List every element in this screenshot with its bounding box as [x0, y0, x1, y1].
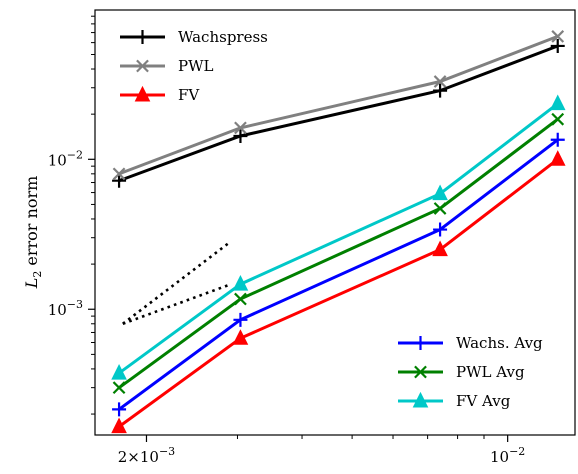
series-line-pwl-avg	[118, 118, 559, 389]
data-point-pwl	[433, 75, 447, 88]
data-point-fv	[549, 150, 566, 166]
data-point-pwl	[234, 121, 247, 135]
legend-label: FV	[178, 86, 200, 104]
data-point-pwl-avg	[234, 292, 247, 306]
data-point-fv	[111, 417, 127, 434]
tick-labels: 2×10−3 10−2 10−2 10−3	[48, 148, 526, 466]
legend-upper-left: Wachspress PWL FV	[120, 28, 268, 104]
y-axis-label-symbol: L	[22, 278, 41, 290]
data-point-fv	[232, 329, 249, 345]
legend-label: FV Avg	[456, 392, 511, 410]
series-line-wachs-avg	[118, 138, 559, 411]
reference-slope-line-2	[122, 283, 231, 325]
data-point-wachspress	[433, 83, 448, 98]
data-point-wachs-avg	[550, 132, 565, 147]
plot-frame	[94, 9, 576, 436]
y-axis-label-rest: error norm	[22, 176, 41, 271]
x-tick-label: 10−2	[490, 445, 525, 466]
y-tick-label: 10−3	[48, 298, 83, 319]
series-line-fv-avg	[118, 102, 559, 375]
data-point-pwl-avg	[433, 202, 447, 215]
data-point-wachspress	[233, 129, 248, 144]
data-point-fv-avg	[232, 275, 249, 291]
data-point-fv	[432, 240, 448, 257]
data-point-pwl	[551, 30, 565, 43]
x-tick-label: 2×10−3	[118, 445, 175, 466]
major-ticks	[88, 158, 509, 442]
minor-ticks	[91, 15, 485, 439]
data-point-wachs-avg	[112, 402, 127, 417]
data-point-pwl	[112, 167, 126, 181]
legend-lower-right: Wachs. Avg PWL Avg FV Avg	[398, 334, 543, 410]
data-point-wachs-avg	[233, 312, 248, 327]
series-line-fv	[118, 158, 559, 428]
data-point-fv-avg	[111, 364, 127, 380]
y-axis-label-subscript: 2	[31, 271, 44, 278]
data-point-fv-avg	[549, 94, 566, 111]
legend-label: Wachs. Avg	[456, 334, 543, 352]
legend-swatch-marker	[135, 30, 150, 44]
legend-label: PWL Avg	[456, 363, 525, 381]
y-tick-label: 10−2	[48, 148, 83, 169]
reference-lines	[122, 241, 231, 325]
legend-swatch-marker	[414, 365, 427, 379]
legend-swatch-marker	[413, 336, 428, 350]
series-line-wachspress	[118, 44, 559, 183]
data-point-fv-avg	[432, 184, 448, 201]
series-lines	[118, 34, 559, 428]
data-point-pwl-avg	[551, 112, 565, 126]
legend-swatch-marker	[134, 85, 151, 102]
data-point-pwl-avg	[112, 381, 126, 395]
series-line-pwl	[118, 34, 559, 176]
series-markers	[111, 30, 566, 434]
legend-label: Wachspress	[178, 28, 268, 46]
data-point-wachs-avg	[433, 222, 448, 237]
legend-swatch-marker	[136, 59, 149, 73]
y-axis-label: L2 error norm	[22, 176, 44, 290]
data-point-wachspress	[550, 38, 565, 53]
legend-swatch-marker	[412, 391, 429, 408]
data-point-wachspress	[112, 173, 127, 188]
legend-label: PWL	[178, 57, 214, 75]
reference-slope-line-1	[122, 241, 231, 325]
